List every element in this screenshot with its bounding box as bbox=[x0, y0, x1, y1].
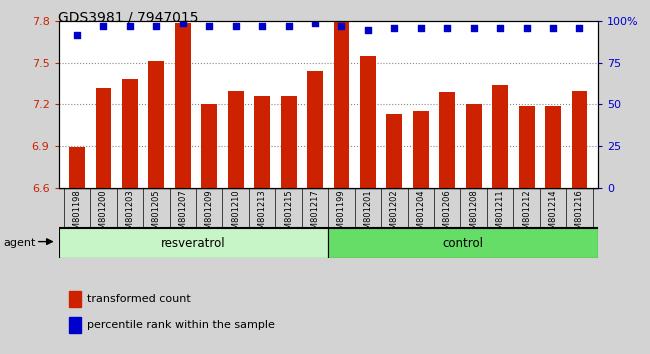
Text: resveratrol: resveratrol bbox=[161, 237, 226, 250]
Bar bbox=[571, 91, 588, 188]
Point bbox=[469, 25, 479, 31]
Text: GDS3981 / 7947015: GDS3981 / 7947015 bbox=[58, 11, 199, 25]
Point bbox=[548, 25, 558, 31]
Text: GSM801209: GSM801209 bbox=[205, 190, 214, 240]
Text: GSM801211: GSM801211 bbox=[496, 190, 504, 240]
Bar bbox=[413, 112, 429, 188]
Bar bbox=[328, 228, 598, 258]
Point bbox=[257, 23, 267, 29]
Text: GSM801215: GSM801215 bbox=[284, 190, 293, 240]
Bar bbox=[70, 317, 81, 333]
Bar bbox=[254, 96, 270, 188]
Point bbox=[151, 23, 162, 29]
Text: control: control bbox=[443, 237, 484, 250]
Bar bbox=[96, 88, 111, 188]
Bar bbox=[519, 106, 534, 188]
Bar bbox=[307, 71, 323, 188]
Bar bbox=[333, 21, 350, 188]
Text: transformed count: transformed count bbox=[86, 294, 190, 304]
Text: GSM801208: GSM801208 bbox=[469, 190, 478, 240]
Bar bbox=[58, 228, 328, 258]
Bar bbox=[148, 62, 164, 188]
Text: GSM801202: GSM801202 bbox=[390, 190, 399, 240]
Point bbox=[231, 23, 241, 29]
Text: GSM801214: GSM801214 bbox=[549, 190, 558, 240]
Point bbox=[177, 20, 188, 26]
Point bbox=[495, 25, 505, 31]
Bar bbox=[281, 96, 296, 188]
Text: GSM801217: GSM801217 bbox=[311, 190, 320, 240]
Text: GSM801200: GSM801200 bbox=[99, 190, 108, 240]
Point bbox=[389, 25, 400, 31]
Text: GSM801204: GSM801204 bbox=[416, 190, 425, 240]
Bar bbox=[492, 85, 508, 188]
Text: GSM801216: GSM801216 bbox=[575, 190, 584, 240]
Bar bbox=[545, 106, 561, 188]
Bar bbox=[70, 291, 81, 307]
Text: GSM801212: GSM801212 bbox=[522, 190, 531, 240]
Point bbox=[125, 23, 135, 29]
Point bbox=[283, 23, 294, 29]
Point bbox=[204, 23, 214, 29]
Point bbox=[72, 32, 82, 38]
Point bbox=[310, 20, 320, 26]
Bar bbox=[202, 104, 217, 188]
Text: percentile rank within the sample: percentile rank within the sample bbox=[86, 320, 274, 330]
Text: GSM801210: GSM801210 bbox=[231, 190, 240, 240]
Text: GSM801206: GSM801206 bbox=[443, 190, 452, 240]
Bar bbox=[387, 114, 402, 188]
Text: GSM801198: GSM801198 bbox=[73, 190, 81, 240]
Bar bbox=[439, 92, 455, 188]
Text: agent: agent bbox=[3, 238, 36, 248]
Bar bbox=[122, 79, 138, 188]
Text: GSM801199: GSM801199 bbox=[337, 190, 346, 240]
Point bbox=[575, 25, 585, 31]
Text: GSM801201: GSM801201 bbox=[363, 190, 372, 240]
Bar bbox=[360, 56, 376, 188]
Point bbox=[98, 23, 109, 29]
Bar bbox=[175, 23, 190, 188]
Bar bbox=[466, 104, 482, 188]
Point bbox=[336, 23, 346, 29]
Bar bbox=[69, 147, 85, 188]
Bar bbox=[227, 91, 244, 188]
Text: GSM801205: GSM801205 bbox=[152, 190, 161, 240]
Point bbox=[442, 25, 452, 31]
Point bbox=[363, 27, 373, 32]
Text: GSM801203: GSM801203 bbox=[125, 190, 135, 240]
Text: GSM801207: GSM801207 bbox=[178, 190, 187, 240]
Text: GSM801213: GSM801213 bbox=[257, 190, 266, 240]
Point bbox=[521, 25, 532, 31]
Point bbox=[415, 25, 426, 31]
